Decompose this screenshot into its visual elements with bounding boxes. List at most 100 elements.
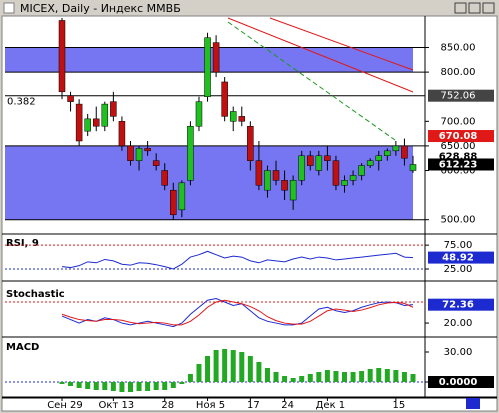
indicator-line — [61, 250, 414, 270]
candle-body — [264, 170, 271, 191]
price-band — [5, 145, 413, 220]
candle-body — [195, 101, 203, 127]
candle-body — [324, 155, 331, 161]
candle-body — [84, 118, 91, 132]
candle-body — [238, 116, 246, 122]
value-marker-box — [428, 298, 494, 311]
candle-body — [144, 148, 151, 152]
macd-bar — [333, 371, 339, 382]
macd-bar — [119, 382, 125, 392]
y-tick-label: 48.92 — [442, 253, 474, 264]
panel-title: RSI, 9 — [6, 238, 39, 249]
x-tick-label: 24 — [281, 400, 294, 411]
macd-bar — [170, 382, 176, 388]
candle-body — [366, 160, 374, 166]
indicator-line — [61, 299, 414, 326]
x-tick-label: Дек 1 — [316, 400, 346, 411]
macd-bar — [350, 372, 356, 382]
candle-body — [178, 182, 186, 211]
candle-body — [289, 180, 297, 201]
macd-bar — [282, 376, 288, 382]
minimize-button[interactable] — [454, 2, 467, 14]
macd-bar — [393, 370, 399, 382]
macd-bar — [136, 382, 142, 391]
macd-bar — [153, 382, 159, 390]
macd-bar — [401, 372, 407, 382]
macd-bar — [187, 374, 193, 382]
scroll-icon[interactable] — [466, 398, 480, 409]
candle-body — [229, 111, 237, 122]
candle-body — [315, 155, 323, 171]
macd-bar — [247, 356, 253, 382]
maximize-button[interactable] — [468, 2, 481, 14]
value-marker-box — [428, 376, 494, 388]
macd-bar — [102, 382, 108, 390]
macd-bar — [324, 370, 330, 382]
candle-body — [332, 160, 340, 186]
y-tick-label: 650.00 — [441, 141, 476, 152]
macd-bar — [256, 362, 262, 382]
candle-body — [75, 103, 83, 142]
macd-bar — [59, 382, 65, 384]
macd-bar — [307, 374, 313, 382]
y-tick-label: 752.06 — [441, 91, 476, 102]
macd-bar — [93, 382, 99, 390]
y-tick-label: 612.23 — [439, 159, 478, 170]
candle-body — [384, 150, 391, 156]
y-tick-label: 72.36 — [442, 300, 474, 311]
y-tick-label: 700.00 — [441, 116, 476, 127]
value-marker-box — [428, 89, 494, 102]
candle-body — [307, 155, 314, 166]
candle-body — [281, 180, 288, 191]
macd-bar — [162, 382, 168, 390]
macd-bar — [85, 382, 91, 389]
macd-bar — [205, 356, 211, 382]
y-tick-label: 850.00 — [441, 43, 476, 54]
window-icon — [3, 2, 15, 14]
x-tick-label: Сен 29 — [47, 400, 83, 411]
x-tick-label: 17 — [247, 400, 260, 411]
macd-bar — [196, 364, 202, 382]
macd-bar — [316, 372, 322, 382]
window-title: MICEX, Daily - Индекс ММВБ — [20, 2, 181, 15]
macd-bar — [127, 382, 133, 392]
macd-bar — [264, 368, 270, 382]
macd-bar — [239, 352, 245, 382]
candle-body — [298, 155, 305, 181]
macd-bar — [68, 382, 74, 386]
candle-body — [221, 81, 228, 117]
y-tick-label: 20.00 — [444, 318, 473, 329]
candle-body — [375, 155, 383, 161]
candle-body — [127, 145, 134, 161]
candle-body — [67, 95, 74, 102]
macd-bar — [273, 372, 279, 382]
macd-bar — [342, 372, 348, 382]
y-tick-label: 0.0000 — [439, 377, 478, 388]
x-tick-label: Окт 13 — [99, 400, 135, 411]
x-tick-label: 15 — [393, 400, 406, 411]
y-tick-label: 30.00 — [444, 347, 473, 358]
trend-line — [227, 21, 396, 141]
candle-body — [152, 160, 160, 166]
indicator-line — [61, 297, 414, 328]
candle-body — [187, 125, 194, 181]
candle-body — [358, 165, 365, 176]
value-marker-box — [428, 158, 494, 171]
close-button[interactable] — [482, 2, 495, 14]
value-marker-box — [428, 251, 494, 264]
macd-bar — [367, 369, 373, 382]
macd-bar — [290, 378, 296, 382]
y-tick-label: 25.00 — [444, 264, 473, 275]
candle-body — [110, 101, 117, 117]
y-tick-label: 600.00 — [441, 166, 476, 177]
candle-body — [341, 180, 348, 186]
candle-body — [58, 20, 66, 93]
macd-bar — [110, 382, 116, 391]
plot: 850.00 800.00 700.00 650.00 600.00 500.00 0.38… — [2, 18, 497, 411]
candle-body — [212, 42, 220, 73]
candle-body — [170, 189, 177, 216]
window-buttons[interactable] — [454, 2, 495, 14]
candle-body — [247, 125, 254, 161]
x-tick-label: Ноя 5 — [196, 400, 225, 411]
